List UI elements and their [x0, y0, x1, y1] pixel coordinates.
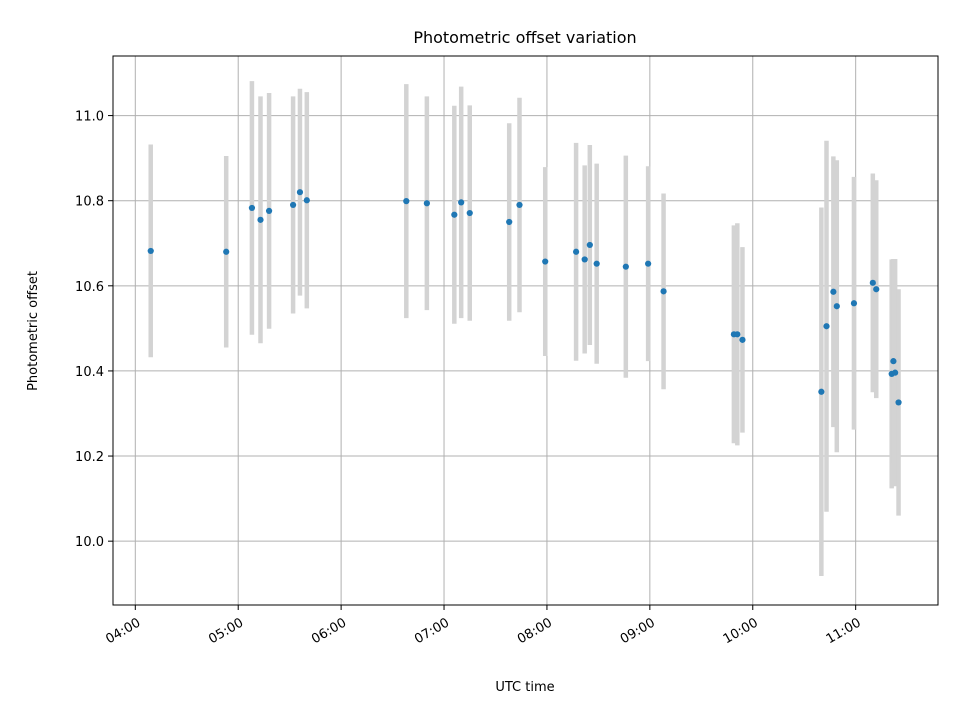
data-point-layer [147, 189, 902, 406]
data-point [451, 211, 458, 218]
data-point [660, 288, 667, 295]
data-point [147, 247, 154, 255]
data-point [818, 388, 825, 395]
y-axis-label: Photometric offset [26, 271, 41, 391]
data-point [506, 218, 513, 226]
plot-area-frame [112, 55, 939, 606]
data-point [833, 303, 840, 310]
y-tick-label: 10.4 [75, 365, 104, 380]
data-point [823, 323, 830, 330]
data-point [734, 331, 741, 338]
data-point [265, 207, 273, 215]
x-axis-label: UTC time [495, 680, 554, 695]
y-tick-label: 10.0 [75, 535, 104, 550]
y-tick-label: 10.6 [75, 280, 104, 295]
data-point [593, 260, 600, 267]
data-point [458, 199, 465, 206]
data-point [873, 286, 880, 293]
data-point [289, 201, 297, 209]
y-tick-label: 11.0 [75, 110, 104, 125]
data-point [895, 399, 902, 406]
data-point [303, 197, 310, 204]
data-point [257, 216, 264, 223]
data-point [869, 279, 876, 286]
data-point [581, 256, 588, 263]
y-tick-label: 10.2 [75, 450, 104, 465]
data-point [890, 358, 897, 365]
chart-title: Photometric offset variation [413, 28, 636, 47]
data-point [645, 260, 652, 267]
data-point [423, 200, 430, 207]
data-point [248, 204, 256, 212]
data-point [403, 198, 410, 205]
data-point [622, 263, 629, 270]
data-point [739, 336, 746, 343]
data-point [892, 369, 899, 376]
data-point [466, 209, 473, 217]
data-point [223, 248, 230, 255]
data-point [542, 258, 549, 265]
data-point [850, 300, 858, 307]
data-point [516, 201, 523, 209]
data-point [296, 189, 304, 196]
data-point [572, 248, 580, 255]
data-point [830, 288, 837, 295]
y-tick-label: 10.8 [75, 195, 104, 210]
data-point [586, 241, 593, 249]
